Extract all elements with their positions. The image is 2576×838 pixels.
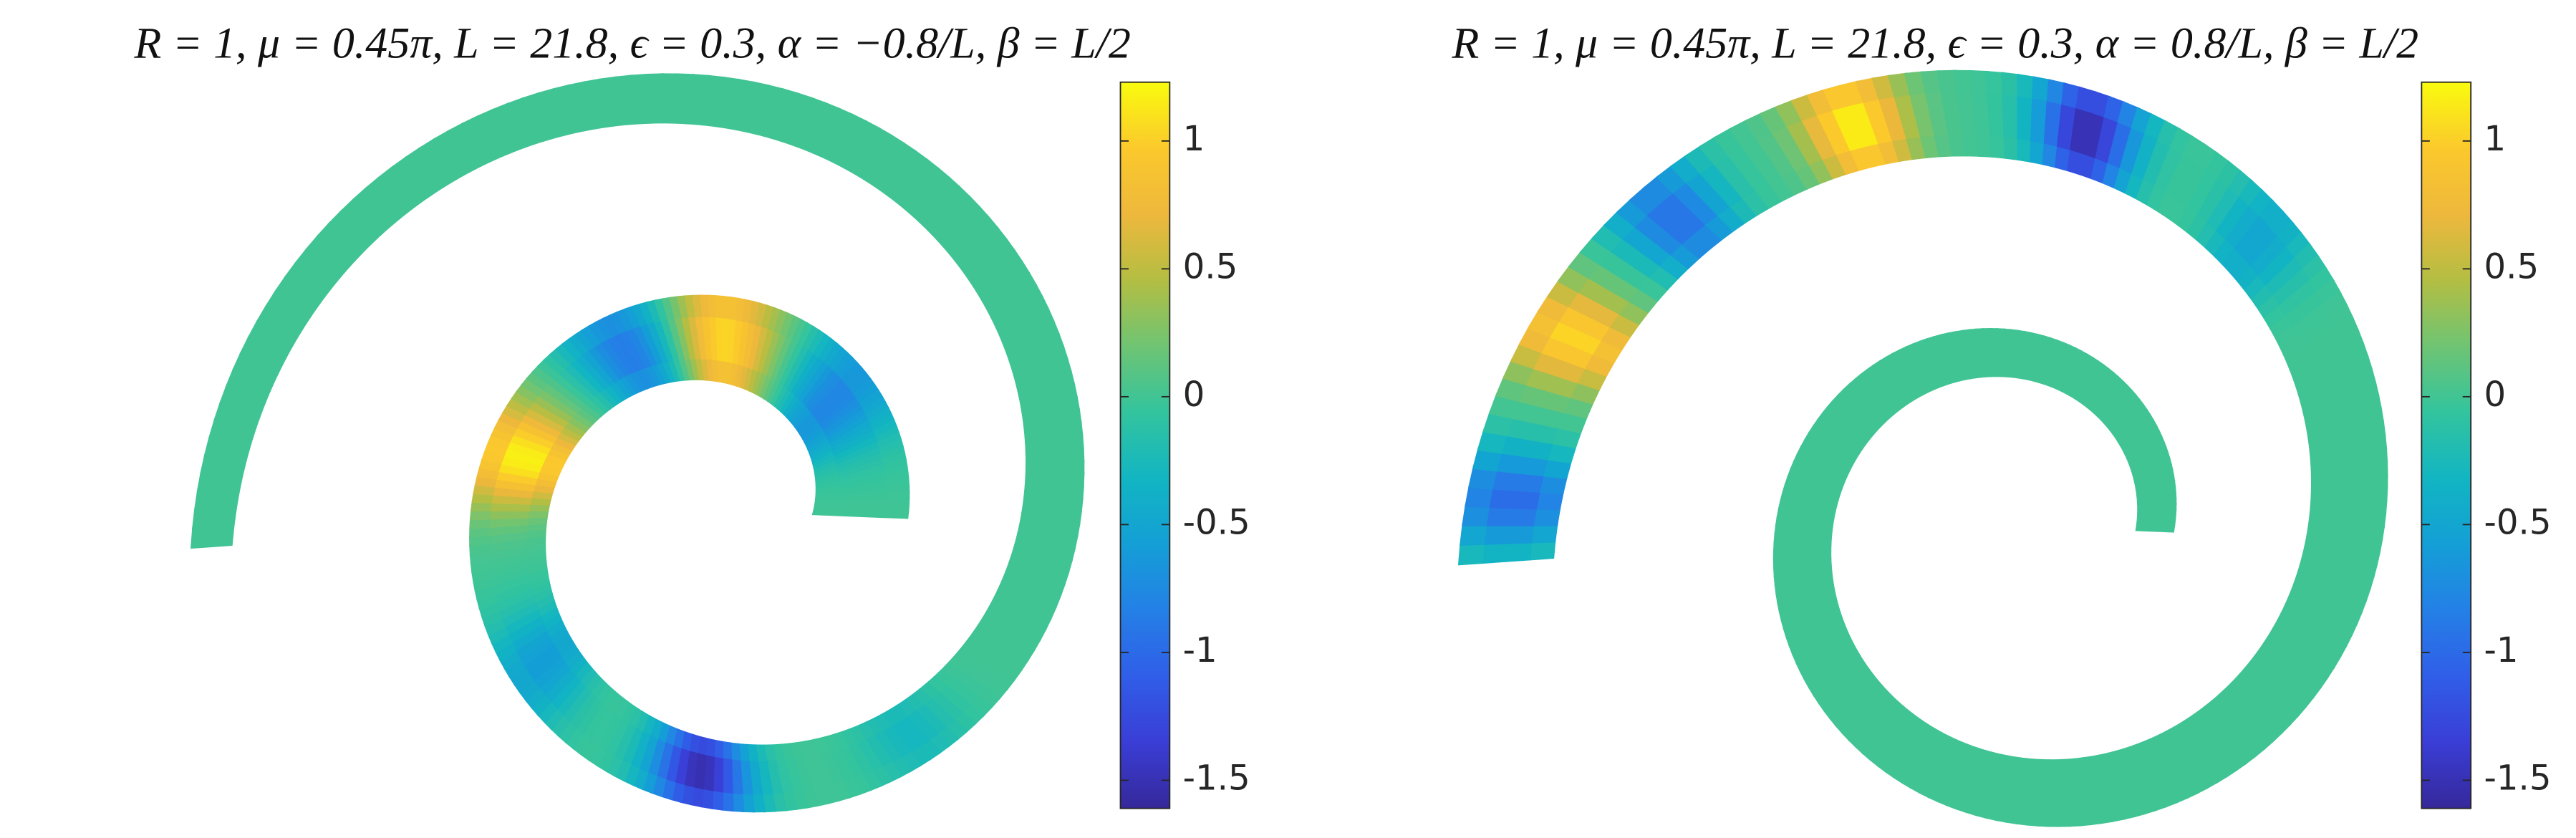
spiral-field (1457, 69, 2388, 827)
colorbar-tick-label: -1 (1183, 630, 1217, 670)
field-cell (2144, 525, 2156, 532)
colorbar-tick-label: 0.5 (1183, 246, 1238, 286)
field-cell (2135, 525, 2147, 532)
colorbar-tick-label: 0.5 (2484, 246, 2539, 286)
field-cell (883, 510, 910, 519)
panel-title: R = 1, μ = 0.45π, L = 21.8, ϵ = 0.3, α =… (134, 19, 1131, 67)
colorbar-tick-label: 0 (2484, 375, 2507, 415)
panel: R = 1, μ = 0.45π, L = 21.8, ϵ = 0.3, α =… (134, 19, 1250, 813)
field-cell (835, 510, 862, 517)
panel-title: R = 1, μ = 0.45π, L = 21.8, ϵ = 0.3, α =… (1452, 19, 2419, 67)
colorbar-tick-label: 1 (1183, 119, 1205, 159)
colorbar-tick-label: 0 (1183, 375, 1205, 415)
spiral-field (190, 73, 1085, 813)
colorbar-tick-label: -1 (2484, 630, 2519, 670)
colorbar-tick-label: 1 (2484, 119, 2507, 159)
field-cell (2153, 525, 2166, 533)
colorbar-tick-label: -0.5 (2484, 502, 2552, 542)
field-cell (2163, 525, 2176, 533)
colorbar (2421, 81, 2472, 809)
colorbar-tick-label: -1.5 (1183, 758, 1250, 798)
colorbar (1119, 81, 1171, 809)
field-cell (811, 510, 838, 516)
colorbar-tick-label: -0.5 (1183, 502, 1250, 542)
panel: R = 1, μ = 0.45π, L = 21.8, ϵ = 0.3, α =… (1452, 19, 2552, 827)
field-cell (859, 510, 886, 519)
colorbar-tick-label: -1.5 (2484, 758, 2552, 798)
